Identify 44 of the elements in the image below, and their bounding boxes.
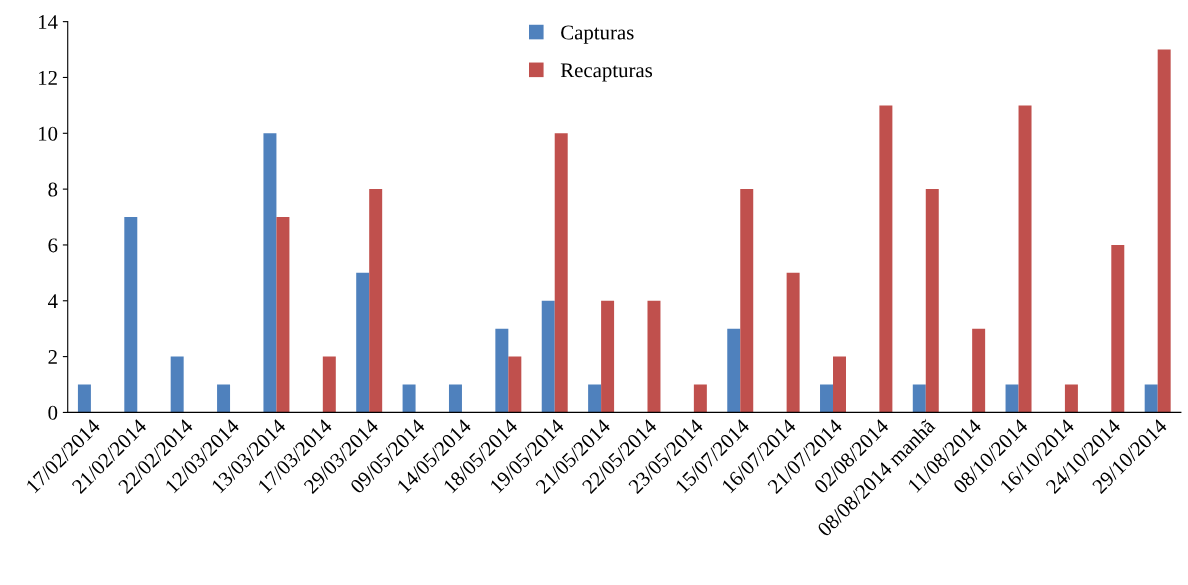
bar bbox=[879, 105, 893, 413]
bar bbox=[820, 384, 834, 413]
bar bbox=[833, 356, 846, 413]
bar bbox=[541, 300, 555, 413]
y-tick-label: 6 bbox=[48, 238, 58, 253]
bar bbox=[925, 189, 939, 413]
y-tick-label: 14 bbox=[38, 15, 58, 29]
bar bbox=[727, 328, 741, 413]
bar bbox=[786, 272, 800, 413]
y-tick-label: 12 bbox=[38, 70, 57, 85]
y-tick-label: 10 bbox=[38, 126, 58, 141]
bar bbox=[601, 300, 615, 413]
bar bbox=[276, 217, 290, 413]
bar bbox=[263, 133, 277, 413]
y-tick-label: 8 bbox=[48, 182, 58, 197]
bar bbox=[217, 384, 231, 413]
bar bbox=[693, 384, 707, 413]
bar bbox=[356, 272, 370, 413]
bar bbox=[448, 384, 462, 413]
bar bbox=[554, 133, 568, 413]
bar bbox=[1064, 384, 1078, 413]
bar bbox=[1157, 49, 1171, 413]
bar bbox=[647, 300, 661, 413]
bar bbox=[1018, 105, 1032, 413]
bar bbox=[972, 328, 986, 413]
bar bbox=[588, 384, 602, 413]
y-tick-label: 0 bbox=[48, 405, 58, 420]
bar bbox=[508, 356, 522, 413]
bar bbox=[77, 384, 91, 413]
y-tick-label: 2 bbox=[48, 350, 57, 364]
legend-label: Recapturas bbox=[560, 63, 653, 82]
bar bbox=[1005, 384, 1019, 413]
bar bbox=[322, 356, 336, 413]
legend-label: Capturas bbox=[561, 25, 634, 44]
bar bbox=[740, 189, 754, 413]
bar bbox=[170, 356, 184, 413]
y-tick-label: 4 bbox=[47, 294, 58, 308]
bar bbox=[912, 384, 926, 413]
bar bbox=[495, 328, 509, 413]
bar bbox=[124, 217, 138, 413]
bar bbox=[1144, 384, 1158, 413]
bar bbox=[369, 189, 383, 413]
bar bbox=[402, 384, 416, 413]
bar bbox=[1111, 244, 1125, 413]
